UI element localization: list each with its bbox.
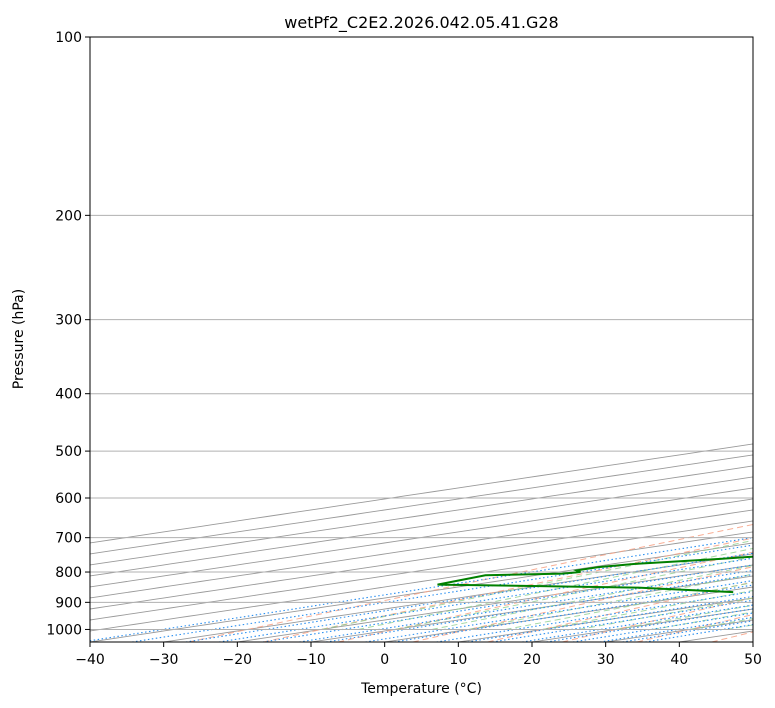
isotherm-line [605, 619, 753, 642]
x-tick-label: 50 [744, 652, 762, 668]
y-tick-label: 1000 [46, 622, 82, 638]
x-tick-label: 0 [380, 652, 389, 668]
isotherm-line [90, 476, 753, 577]
dry-adiabat-line [636, 613, 753, 642]
isotherm-line [458, 597, 753, 642]
x-tick-label: 20 [523, 652, 541, 668]
isotherm-line [237, 564, 753, 642]
mixing-ratio-line [185, 552, 753, 642]
x-tick-label: −30 [149, 652, 179, 668]
mixing-ratio-line [599, 616, 753, 642]
isotherm-line [384, 586, 753, 642]
y-tick-label: 600 [55, 491, 82, 507]
x-tick-label: 30 [597, 652, 615, 668]
isotherm-line [679, 630, 753, 642]
mixing-ratio-line [492, 599, 753, 642]
y-tick-label: 900 [55, 595, 82, 611]
isotherm-line [90, 509, 753, 610]
y-tick-label: 400 [55, 387, 82, 403]
profiles [437, 555, 753, 594]
x-tick-label: 40 [670, 652, 688, 668]
isotherm-line [90, 542, 753, 642]
mixing-ratio-line [131, 544, 753, 642]
isotherm-line [310, 575, 753, 642]
isotherm-line [90, 487, 753, 588]
dewpoint-profile [437, 555, 753, 594]
mixing-ratio-line [299, 569, 753, 642]
isotherm-line [90, 465, 753, 566]
dry-adiabat-line [188, 523, 753, 642]
chart-title: wetPf2_C2E2.2026.042.05.41.G28 [284, 13, 558, 33]
mixing-ratio-line [546, 608, 753, 642]
y-tick-label: 700 [55, 531, 82, 547]
isotherm-line [752, 641, 753, 642]
isotherm-line [90, 531, 753, 632]
dry-adiabat-line [412, 566, 753, 642]
x-tick-label: 10 [449, 652, 467, 668]
y-tick-label: 100 [55, 30, 82, 46]
mixing-ratio-line [218, 557, 753, 642]
background-lines [90, 37, 775, 642]
mixing-ratio-line [522, 604, 753, 642]
x-tick-label: −10 [296, 652, 326, 668]
mixing-ratio-line [436, 591, 753, 642]
x-tick-label: −20 [223, 652, 253, 668]
moist-adiabat-line [542, 589, 753, 630]
isotherm-line [163, 553, 753, 642]
dry-adiabat-line [562, 597, 753, 642]
plot-frame [89, 36, 754, 643]
isotherm-line [531, 608, 753, 642]
x-axis-label: Temperature (°C) [360, 681, 482, 697]
isotherm-line [90, 443, 753, 544]
moist-adiabat-line [763, 141, 775, 629]
mixing-ratio-line [645, 623, 753, 642]
dry-adiabat-line [711, 631, 753, 642]
y-tick-label: 500 [55, 444, 82, 460]
dry-adiabat-line [487, 581, 753, 642]
isotherm-line [90, 454, 753, 555]
x-tick-label: −40 [75, 652, 105, 668]
isotherm-line [90, 520, 753, 621]
y-axis-label: Pressure (hPa) [11, 289, 27, 389]
y-tick-label: 800 [55, 565, 82, 581]
mixing-ratio-line [90, 537, 753, 642]
y-tick-label: 200 [55, 208, 82, 224]
mixing-ratio-line [262, 564, 753, 642]
y-tick-label: 300 [55, 313, 82, 329]
isotherm-line [90, 498, 753, 599]
mixing-ratio-line [467, 595, 753, 642]
